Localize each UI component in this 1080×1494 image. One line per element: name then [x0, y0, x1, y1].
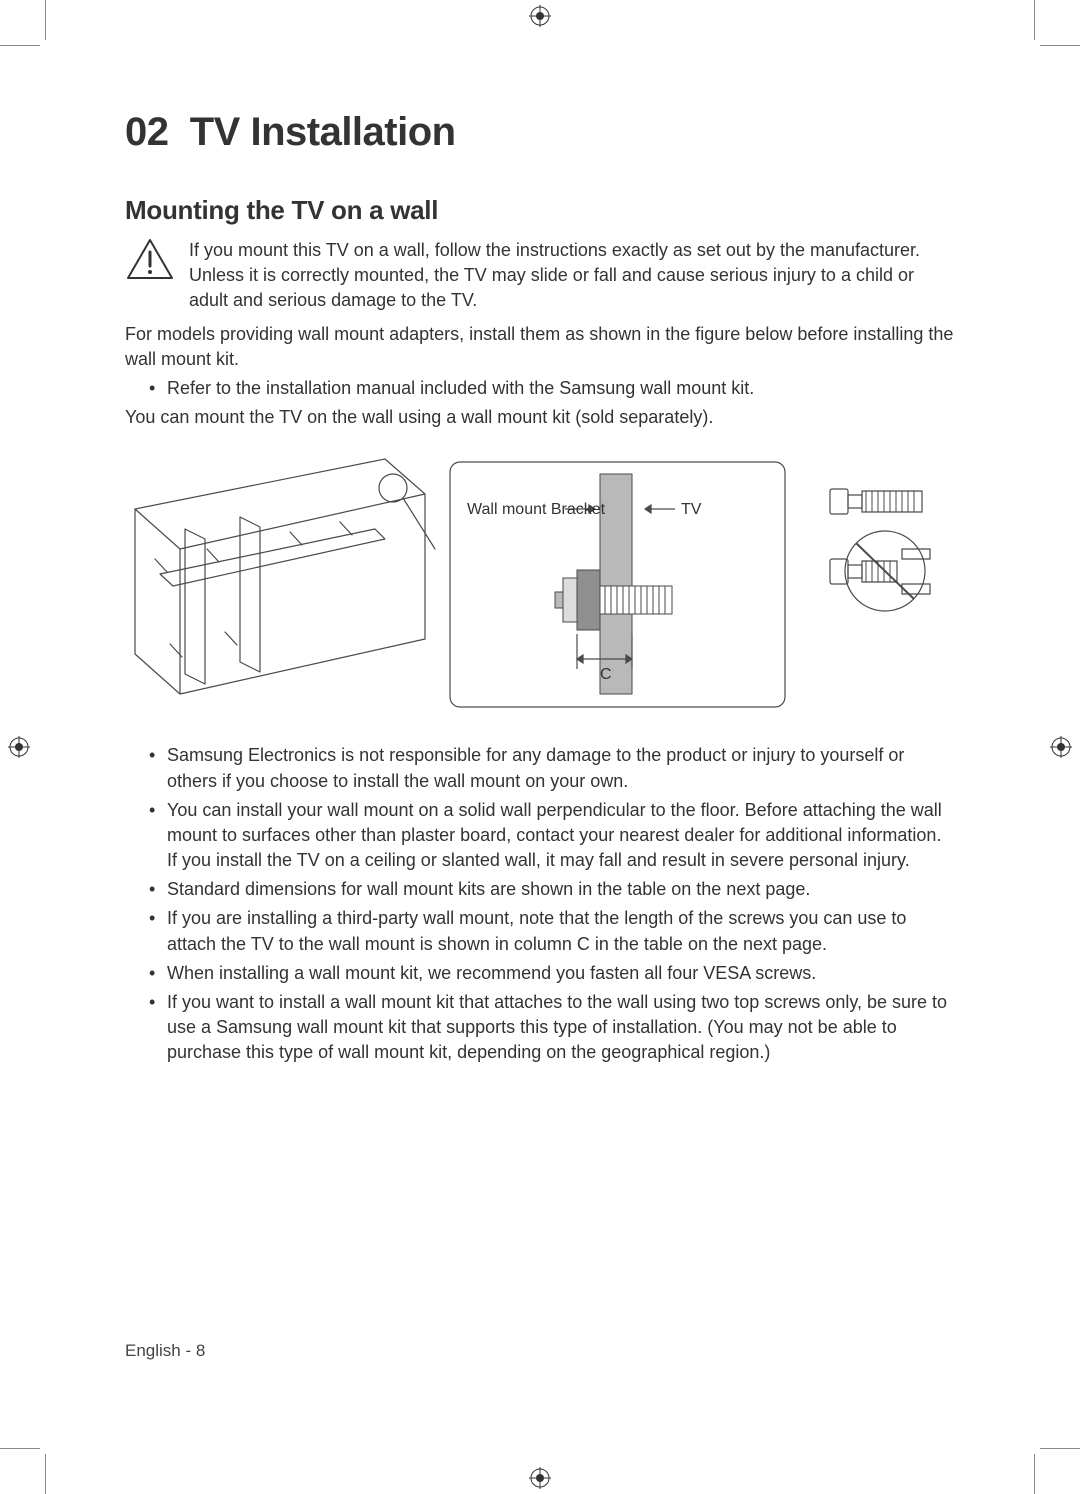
list-item: When installing a wall mount kit, we rec… — [153, 961, 955, 986]
footer-page-number: 8 — [196, 1341, 205, 1360]
section-heading: Mounting the TV on a wall — [125, 195, 955, 226]
list-item: If you want to install a wall mount kit … — [153, 990, 955, 1066]
list-item: You can install your wall mount on a sol… — [153, 798, 955, 874]
bullet-list-top: Refer to the installation manual include… — [125, 376, 955, 401]
installation-diagram: Wall mount Bracket TV C — [125, 454, 955, 719]
warning-text: If you mount this TV on a wall, follow t… — [189, 238, 955, 314]
list-item: Standard dimensions for wall mount kits … — [153, 877, 955, 902]
chapter-heading: 02 TV Installation — [125, 110, 955, 155]
list-item: Refer to the installation manual include… — [153, 376, 955, 401]
diagram-label-c: C — [600, 666, 612, 683]
registration-target-icon — [1050, 736, 1072, 758]
warning-block: If you mount this TV on a wall, follow t… — [125, 238, 955, 314]
crop-mark — [45, 1454, 46, 1494]
crop-mark — [1034, 1454, 1035, 1494]
body-paragraph: You can mount the TV on the wall using a… — [125, 405, 955, 430]
crop-mark — [1040, 1448, 1080, 1449]
body-paragraph: For models providing wall mount adapters… — [125, 322, 955, 372]
diagram-label-tv: TV — [681, 501, 702, 518]
registration-target-icon — [529, 5, 551, 27]
crop-mark — [1040, 45, 1080, 46]
page-content: 02 TV Installation Mounting the TV on a … — [125, 110, 955, 1070]
registration-target-icon — [529, 1467, 551, 1489]
crop-mark — [1034, 0, 1035, 40]
diagram-label-bracket: Wall mount Bracket — [467, 501, 606, 518]
page-footer: English - 8 — [125, 1341, 205, 1361]
warning-icon — [125, 238, 175, 282]
chapter-number: 02 — [125, 110, 169, 154]
bullet-list-bottom: Samsung Electronics is not responsible f… — [125, 743, 955, 1065]
list-item: If you are installing a third-party wall… — [153, 906, 955, 956]
footer-language: English — [125, 1341, 181, 1360]
registration-target-icon — [8, 736, 30, 758]
crop-mark — [0, 1448, 40, 1449]
chapter-title: TV Installation — [190, 110, 456, 154]
crop-mark — [45, 0, 46, 40]
list-item: Samsung Electronics is not responsible f… — [153, 743, 955, 793]
crop-mark — [0, 45, 40, 46]
